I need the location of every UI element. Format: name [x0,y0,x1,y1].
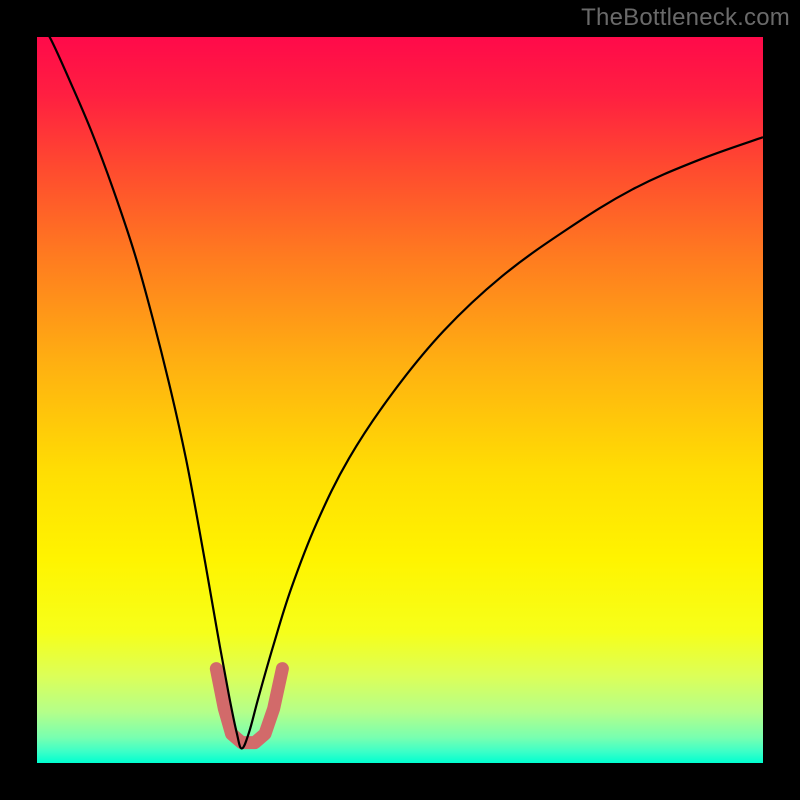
gradient-background [37,37,763,763]
watermark-text: TheBottleneck.com [581,4,790,32]
chart-container: TheBottleneck.com [0,0,800,800]
bottleneck-plot [37,37,763,763]
plot-frame [37,37,763,763]
